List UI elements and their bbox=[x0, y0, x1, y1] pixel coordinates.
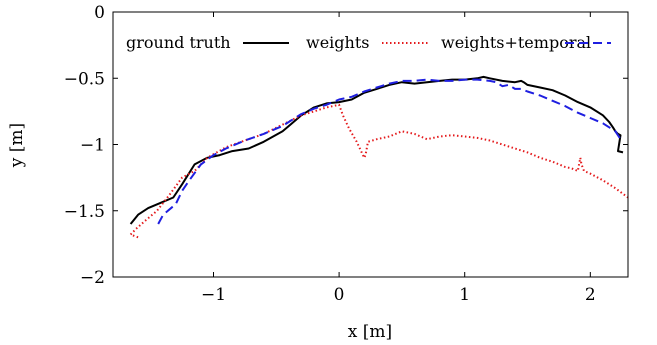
x-tick-label: 1 bbox=[459, 285, 470, 305]
x-axis-label: x [m] bbox=[348, 322, 392, 342]
legend-label-weights: weights bbox=[306, 33, 369, 52]
series-line-ground-truth bbox=[129, 75, 624, 225]
legend: ground truth weights weights+temporal bbox=[117, 26, 620, 58]
y-tick-label: −0.5 bbox=[64, 69, 105, 89]
x-tick-label: 0 bbox=[334, 285, 345, 305]
tick-marks bbox=[113, 11, 628, 278]
legend-box bbox=[117, 26, 620, 58]
y-tick-label: −1.5 bbox=[64, 202, 105, 222]
y-tick-label: −1 bbox=[80, 136, 105, 156]
series-line-weights-temporal bbox=[157, 78, 622, 225]
legend-label-ground-truth: ground truth bbox=[126, 33, 231, 52]
x-tick-label: −1 bbox=[201, 285, 226, 305]
x-tick-label: 2 bbox=[585, 285, 596, 305]
y-tick-label: 0 bbox=[94, 3, 105, 23]
y-axis-label: y [m] bbox=[7, 123, 27, 168]
series-group bbox=[129, 75, 628, 239]
legend-label-weights-temporal: weights+temporal bbox=[441, 33, 591, 52]
series-line-weights bbox=[129, 103, 628, 239]
y-tick-label: −2 bbox=[80, 268, 105, 288]
tick-labels: −1 0 1 2 0 −0.5 −1 −1.5 −2 bbox=[64, 3, 596, 305]
